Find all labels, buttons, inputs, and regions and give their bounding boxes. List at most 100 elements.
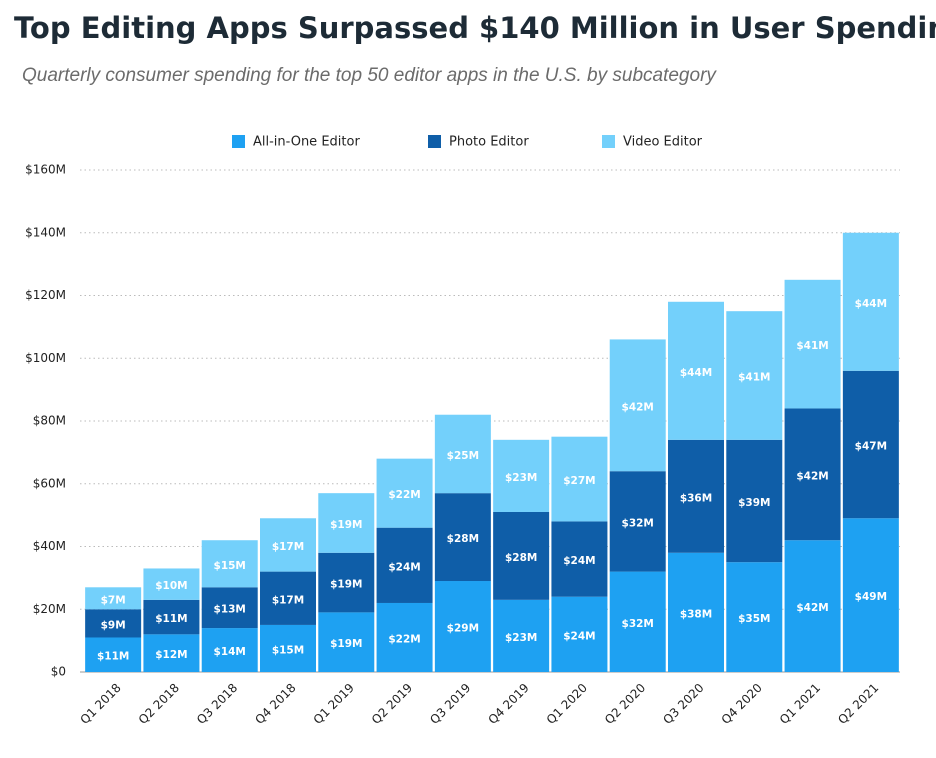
bar-segment [609,571,666,672]
value-label: $47M [855,441,887,453]
value-label: $28M [447,533,479,545]
value-label: $32M [622,618,654,630]
bar-segment [434,414,491,494]
bar-segment [376,458,433,528]
value-label: $13M [214,604,246,616]
bar-segment [551,521,608,597]
value-label: $19M [330,519,362,531]
bar-segment [609,471,666,572]
bar-segment [318,493,375,553]
value-label: $24M [563,630,595,642]
value-label: $49M [855,591,887,603]
legend-label: Video Editor [623,135,703,150]
y-tick-label: $80M [33,414,66,428]
bar-segment [434,581,491,672]
value-label: $28M [505,552,537,564]
value-label: $19M [330,638,362,650]
y-tick-label: $100M [25,351,66,365]
value-label: $35M [738,613,770,625]
bar-segment [668,439,724,553]
bar-segment [85,587,142,610]
chart-subtitle: Quarterly consumer spending for the top … [22,65,717,86]
bar-segment [376,602,433,672]
value-label: $24M [563,555,595,567]
value-label: $23M [505,632,537,644]
value-label: $23M [505,472,537,484]
bar-segment [376,527,433,603]
bar-segment [842,370,899,519]
x-tick-label: Q4 2019 [485,681,531,727]
bar-segment [668,552,724,672]
bar-segment [143,599,200,635]
bar-segment [260,571,316,625]
value-label: $7M [101,594,126,606]
value-label: $36M [680,492,712,504]
bar-segment [551,596,608,672]
x-tick-label: Q2 2018 [136,681,182,727]
bar-segment [143,568,200,600]
legend-swatch [602,135,615,148]
value-label: $44M [680,367,712,379]
bar-segment [201,628,258,672]
bar-segment [493,439,550,512]
y-tick-label: $40M [33,539,66,553]
bar-segment [609,339,666,472]
bar-segment [260,624,316,672]
value-label: $15M [272,644,304,656]
value-label: $29M [447,623,479,635]
value-label: $42M [796,470,828,482]
x-tick-label: Q1 2019 [311,681,357,727]
bar-segment [726,439,783,563]
x-tick-label: Q3 2020 [660,681,706,727]
x-tick-label: Q1 2021 [777,681,823,727]
legend-swatch [232,135,245,148]
y-tick-label: $140M [25,225,66,239]
value-label: $27M [563,475,595,487]
x-tick-label: Q3 2018 [194,681,240,727]
bar-segment [551,436,608,522]
x-tick-label: Q1 2020 [544,681,590,727]
y-tick-label: $160M [25,163,66,177]
bar-segment [493,599,550,672]
y-tick-label: $60M [33,476,66,490]
value-label: $15M [214,560,246,572]
value-label: $10M [155,580,187,592]
legend-label: All-in-One Editor [253,135,360,150]
bar-segment [260,518,316,572]
bar-segment [842,518,899,672]
bar-segment [493,511,550,600]
x-tick-label: Q2 2020 [602,681,648,727]
value-label: $32M [622,517,654,529]
x-tick-label: Q4 2020 [719,681,765,727]
value-label: $41M [738,372,770,384]
value-label: $9M [101,619,126,631]
x-tick-label: Q2 2021 [835,681,881,727]
bar-segment [726,562,783,672]
x-tick-label: Q3 2019 [427,681,473,727]
value-label: $11M [97,651,129,663]
value-label: $11M [155,613,187,625]
bar-segment [318,612,375,672]
value-label: $41M [796,340,828,352]
bar-segment [201,587,258,629]
bar-segment [784,279,841,409]
value-label: $22M [388,633,420,645]
value-label: $42M [622,401,654,413]
x-tick-label: Q1 2018 [77,681,123,727]
value-label: $38M [680,608,712,620]
bar-segment [842,232,899,371]
bar-segment [85,609,142,638]
bar-segment [85,637,142,672]
bar-segment [143,634,200,672]
bar-segment [726,311,783,440]
bar-segment [318,552,375,613]
x-tick-label: Q4 2018 [252,681,298,727]
value-label: $24M [388,561,420,573]
value-label: $14M [214,646,246,658]
bar-segment [434,493,491,582]
value-label: $44M [855,298,887,310]
x-tick-label: Q2 2019 [369,681,415,727]
chart-title: Top Editing Apps Surpassed $140 Million … [14,11,936,45]
bar-segment [668,301,724,440]
